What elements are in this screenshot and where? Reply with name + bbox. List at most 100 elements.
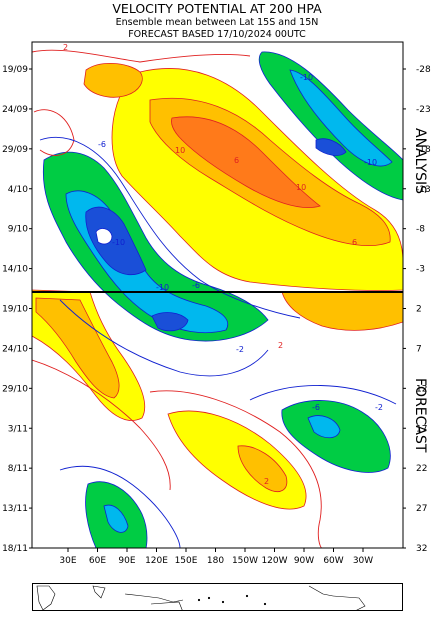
contour-label: -6 xyxy=(312,403,320,412)
y-tick-label-right: 22 xyxy=(416,464,427,474)
x-axis: 30E 60E 90E 120E 150E 180 150W 120W 90W 60W 30W xyxy=(59,548,373,566)
negative-region-bottom-left-cyan xyxy=(103,504,129,533)
y-tick-label-left: 19/10 xyxy=(2,305,28,315)
y-axis-left: 19/09 24/09 29/09 4/10 9/10 14/10 19/10 24/10 29… xyxy=(2,65,32,554)
y-tick-label-right: 7 xyxy=(416,344,422,354)
x-tick-label: 150E xyxy=(175,556,198,566)
x-tick-label: 30E xyxy=(59,556,76,566)
y-tick-label-right: 17 xyxy=(416,424,427,434)
y-tick-label-left: 24/10 xyxy=(2,344,28,354)
landmass-australia xyxy=(150,601,183,610)
contour-negative-analysis xyxy=(39,136,301,319)
contour-label: -10 xyxy=(364,158,377,167)
contour-label: -6 xyxy=(192,281,200,290)
coastline-map xyxy=(36,585,366,610)
longitude-reference-map xyxy=(32,583,403,611)
landmass-south-america xyxy=(332,595,366,610)
y-tick-label-right: 2 xyxy=(416,305,422,315)
y-tick-label-right: 12 xyxy=(416,384,427,394)
y-tick-label-left: 19/09 xyxy=(2,65,28,75)
contour-label: 2 xyxy=(264,477,269,486)
y-tick-label-right: -3 xyxy=(416,265,425,275)
y-tick-label-left: 14/10 xyxy=(2,265,28,275)
contour-negative-forecast xyxy=(59,299,269,377)
island-dot xyxy=(245,594,249,598)
y-tick-label-left: 9/10 xyxy=(8,225,28,235)
negative-region-right-forecast-cyan xyxy=(307,415,341,439)
x-tick-label: 150W xyxy=(232,556,258,566)
x-tick-label: 180 xyxy=(207,556,224,566)
contour-positive-left xyxy=(33,109,75,156)
y-tick-label-left: 18/11 xyxy=(2,544,28,554)
contour-label: 10 xyxy=(175,146,185,155)
positive-region-top-left xyxy=(83,63,143,98)
positive-anomaly-regions xyxy=(32,63,403,510)
x-tick-label: 120E xyxy=(145,556,168,566)
y-tick-label-left: 24/09 xyxy=(2,105,28,115)
negative-region-top-right-cyan xyxy=(289,69,393,167)
landmass-africa xyxy=(36,585,56,610)
x-tick-label: 120W xyxy=(261,556,287,566)
contour-negative-bottom xyxy=(59,465,181,548)
x-tick-label: 60W xyxy=(323,556,343,566)
field-layer: 2 10 6 10 6 2 2 -6 -10 -10 -6 -2 -10 -10… xyxy=(32,43,403,548)
island-dot xyxy=(197,598,201,602)
y-tick-label-right: 27 xyxy=(416,504,427,514)
negative-region-analysis-core-white xyxy=(95,228,113,245)
y-tick-label-right: -13 xyxy=(416,185,431,195)
forecast-base-line: FORECAST BASED 17/10/2024 00UTC xyxy=(128,29,306,40)
y-tick-label-left: 13/11 xyxy=(2,504,28,514)
x-tick-label: 60E xyxy=(89,556,106,566)
y-tick-label-left: 4/10 xyxy=(8,185,28,195)
y-tick-label-right: -18 xyxy=(416,145,431,155)
forecast-label: FORECAST xyxy=(412,378,428,453)
contour-label: 10 xyxy=(296,183,306,192)
negative-region-analysis-strong xyxy=(85,206,147,276)
y-tick-label-left: 29/09 xyxy=(2,145,28,155)
island-dot xyxy=(221,600,225,604)
x-tick-label: 90W xyxy=(294,556,314,566)
contour-label: 2 xyxy=(278,341,283,350)
contour-label: -10 xyxy=(112,238,125,247)
contour-label: 6 xyxy=(352,238,357,247)
y-tick-label-left: 29/10 xyxy=(2,384,28,394)
positive-region-analysis-strong xyxy=(171,116,321,208)
contour-label: -2 xyxy=(375,403,383,412)
contour-positive-upper xyxy=(32,49,251,63)
contour-label: 2 xyxy=(63,43,68,52)
positive-region-right-forecast xyxy=(281,291,403,331)
x-tick-label: 30W xyxy=(353,556,373,566)
y-tick-label-right: 32 xyxy=(416,544,427,554)
negative-region-forecast-core xyxy=(151,312,189,332)
y-tick-label-right: -23 xyxy=(416,105,431,115)
island-dot xyxy=(207,596,211,600)
contour-label: -2 xyxy=(236,345,244,354)
contour-positive-lower-left xyxy=(32,359,171,491)
contour-label: 6 xyxy=(234,156,239,165)
x-tick-label: 90E xyxy=(118,556,135,566)
contour-lines xyxy=(32,49,397,548)
contour-value-labels: 2 10 6 10 6 2 2 -6 -10 -10 -6 -2 -10 -10… xyxy=(63,43,383,486)
landmass-central-america xyxy=(308,585,334,597)
contour-label: -10 xyxy=(156,283,169,292)
island-dot xyxy=(263,602,267,606)
chart-subtitle: Ensemble mean between Lat 15S and 15N xyxy=(115,17,319,28)
contour-label: -10 xyxy=(300,73,313,82)
negative-region-top-right-strong xyxy=(315,138,347,156)
negative-anomaly-regions xyxy=(42,51,403,548)
landmass-maritime-continent xyxy=(124,593,184,603)
contour-negative-right xyxy=(249,385,397,405)
positive-region-mid-forecast-core xyxy=(237,445,288,492)
analysis-label: ANALYSIS xyxy=(412,128,428,194)
y-tick-label-left: 8/11 xyxy=(8,464,28,474)
contour-positive-lower xyxy=(149,390,323,548)
contour-label: -6 xyxy=(98,140,106,149)
landmass-india xyxy=(92,585,106,599)
y-tick-label-right: -8 xyxy=(416,225,425,235)
positive-region-left-wedge-core xyxy=(35,297,120,399)
y-tick-label-right: -28 xyxy=(416,65,431,75)
y-tick-label-left: 3/11 xyxy=(8,424,28,434)
plot-frame xyxy=(31,41,404,549)
